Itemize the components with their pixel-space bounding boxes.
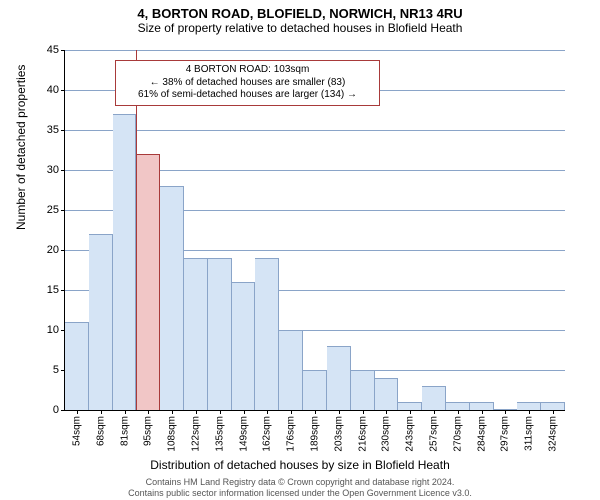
ytick-label: 45: [47, 44, 59, 56]
x-axis-label: Distribution of detached houses by size …: [0, 458, 600, 472]
annotation-box: 4 BORTON ROAD: 103sqm← 38% of detached h…: [115, 60, 380, 106]
xtick-mark: [339, 410, 340, 414]
xtick-label: 324sqm: [548, 416, 559, 452]
xtick-label: 189sqm: [310, 416, 321, 452]
ytick-label: 10: [47, 324, 59, 336]
xtick-label: 95sqm: [143, 416, 154, 446]
ytick-mark: [61, 130, 65, 131]
xtick-mark: [267, 410, 268, 414]
ytick-label: 5: [53, 364, 59, 376]
xtick-mark: [172, 410, 173, 414]
xtick-label: 176sqm: [286, 416, 297, 452]
plot-area: 05101520253035404554sqm68sqm81sqm95sqm10…: [64, 50, 565, 411]
xtick-label: 230sqm: [381, 416, 392, 452]
xtick-label: 243sqm: [405, 416, 416, 452]
ytick-mark: [61, 210, 65, 211]
xtick-label: 284sqm: [476, 416, 487, 452]
ytick-label: 40: [47, 84, 59, 96]
xtick-mark: [291, 410, 292, 414]
xtick-label: 270sqm: [452, 416, 463, 452]
ytick-mark: [61, 50, 65, 51]
xtick-label: 149sqm: [238, 416, 249, 452]
ytick-label: 20: [47, 244, 59, 256]
histogram-bar: [65, 322, 89, 410]
xtick-label: 108sqm: [167, 416, 178, 452]
xtick-mark: [125, 410, 126, 414]
ytick-label: 25: [47, 204, 59, 216]
xtick-label: 162sqm: [262, 416, 273, 452]
histogram-bar: [89, 234, 113, 410]
histogram-bar: [446, 402, 470, 410]
ytick-mark: [61, 170, 65, 171]
xtick-label: 257sqm: [429, 416, 440, 452]
xtick-mark: [220, 410, 221, 414]
xtick-mark: [505, 410, 506, 414]
xtick-label: 122sqm: [190, 416, 201, 452]
xtick-mark: [410, 410, 411, 414]
xtick-mark: [458, 410, 459, 414]
histogram-bar: [398, 402, 422, 410]
xtick-mark: [315, 410, 316, 414]
grid-line: [65, 130, 565, 131]
xtick-label: 203sqm: [333, 416, 344, 452]
histogram-bar: [541, 402, 565, 410]
histogram-bar: [303, 370, 327, 410]
xtick-label: 311sqm: [524, 416, 535, 451]
histogram-bar: [160, 186, 184, 410]
xtick-mark: [196, 410, 197, 414]
chart-container: 4, BORTON ROAD, BLOFIELD, NORWICH, NR13 …: [0, 0, 600, 500]
ytick-mark: [61, 90, 65, 91]
histogram-bar: [113, 114, 137, 410]
xtick-mark: [529, 410, 530, 414]
grid-line: [65, 50, 565, 51]
footer-line-2: Contains public sector information licen…: [0, 488, 600, 498]
histogram-bar: [327, 346, 351, 410]
ytick-label: 15: [47, 284, 59, 296]
histogram-bar: [184, 258, 208, 410]
histogram-bar: [422, 386, 446, 410]
xtick-label: 68sqm: [95, 416, 106, 446]
ytick-mark: [61, 410, 65, 411]
xtick-mark: [386, 410, 387, 414]
xtick-mark: [101, 410, 102, 414]
histogram-bar: [208, 258, 232, 410]
histogram-bar: [517, 402, 541, 410]
footer-line-1: Contains HM Land Registry data © Crown c…: [0, 477, 600, 487]
y-axis-label: Number of detached properties: [14, 65, 28, 230]
histogram-bar: [279, 330, 303, 410]
title-block: 4, BORTON ROAD, BLOFIELD, NORWICH, NR13 …: [0, 0, 600, 35]
annotation-line: ← 38% of detached houses are smaller (83…: [122, 77, 373, 90]
xtick-label: 135sqm: [214, 416, 225, 452]
xtick-label: 297sqm: [500, 416, 511, 452]
xtick-mark: [363, 410, 364, 414]
ytick-label: 30: [47, 164, 59, 176]
xtick-mark: [148, 410, 149, 414]
xtick-label: 216sqm: [357, 416, 368, 452]
annotation-line: 61% of semi-detached houses are larger (…: [122, 89, 373, 102]
annotation-line: 4 BORTON ROAD: 103sqm: [122, 64, 373, 77]
chart-title: 4, BORTON ROAD, BLOFIELD, NORWICH, NR13 …: [0, 6, 600, 21]
histogram-bar: [375, 378, 399, 410]
xtick-label: 81sqm: [119, 416, 130, 446]
histogram-bar: [232, 282, 256, 410]
xtick-mark: [553, 410, 554, 414]
xtick-mark: [77, 410, 78, 414]
ytick-mark: [61, 290, 65, 291]
footer: Contains HM Land Registry data © Crown c…: [0, 477, 600, 498]
xtick-mark: [482, 410, 483, 414]
ytick-label: 35: [47, 124, 59, 136]
xtick-mark: [434, 410, 435, 414]
histogram-bar: [255, 258, 279, 410]
xtick-mark: [244, 410, 245, 414]
histogram-bar: [136, 154, 160, 410]
histogram-bar: [351, 370, 375, 410]
chart-subtitle: Size of property relative to detached ho…: [0, 21, 600, 35]
xtick-label: 54sqm: [71, 416, 82, 446]
ytick-label: 0: [53, 404, 59, 416]
histogram-bar: [470, 402, 494, 410]
ytick-mark: [61, 250, 65, 251]
